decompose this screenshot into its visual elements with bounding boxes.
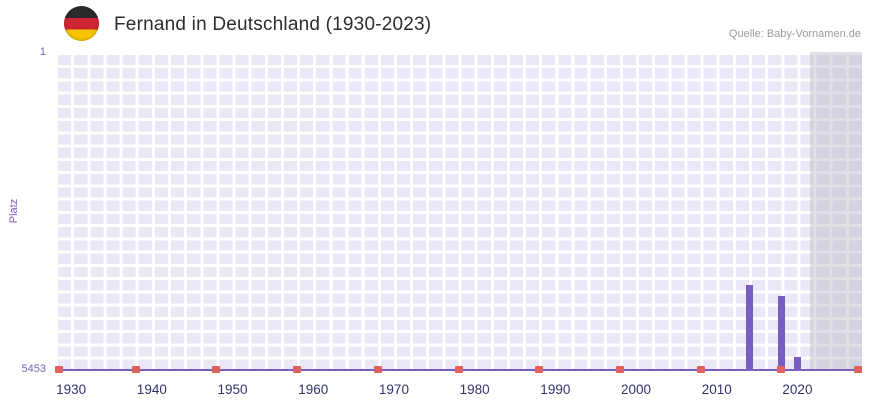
axis-decade-marker-1968 (373, 366, 382, 373)
x-tick-1950: 1950 (217, 382, 248, 397)
axis-decade-marker-1938 (131, 366, 140, 373)
x-tick-1960: 1960 (298, 382, 329, 397)
axis-decade-marker-1958 (293, 366, 302, 373)
rank-bar-2014 (745, 284, 753, 370)
axis-decade-marker-2018 (777, 366, 786, 373)
x-tick-2000: 2000 (621, 382, 652, 397)
rank-bar-2020 (793, 357, 801, 370)
x-tick-1940: 1940 (136, 382, 167, 397)
axis-decade-marker-1948 (212, 366, 221, 373)
x-tick-1930: 1930 (56, 382, 87, 397)
axis-decade-marker-1998 (615, 366, 624, 373)
x-tick-1980: 1980 (459, 382, 490, 397)
x-tick-2020: 2020 (782, 382, 813, 397)
axis-decade-marker-2008 (696, 366, 705, 373)
x-tick-2010: 2010 (701, 382, 732, 397)
x-tick-1970: 1970 (378, 382, 409, 397)
axis-decade-marker-1988 (535, 366, 544, 373)
german-flag-icon (64, 6, 99, 41)
plot-area (55, 52, 862, 373)
rank-bar-2018 (777, 295, 785, 370)
axis-decade-marker-1928 (55, 366, 63, 373)
no-data-region (809, 52, 862, 370)
x-axis-ticks: 1930 1940 1950 1960 1970 1980 1990 2000 2010 2020 (55, 382, 862, 404)
x-tick-1990: 1990 (540, 382, 571, 397)
y-axis-title: Platz (8, 198, 21, 224)
chart-title: Fernand in Deutschland (1930-2023) (114, 14, 432, 35)
y-tick-top: 1 (39, 46, 46, 58)
source-label: Quelle: Baby-Vornamen.de (728, 28, 861, 40)
axis-decade-marker-2028 (854, 366, 862, 373)
y-tick-bottom: 5453 (21, 363, 46, 375)
axis-decade-marker-1978 (454, 366, 463, 373)
